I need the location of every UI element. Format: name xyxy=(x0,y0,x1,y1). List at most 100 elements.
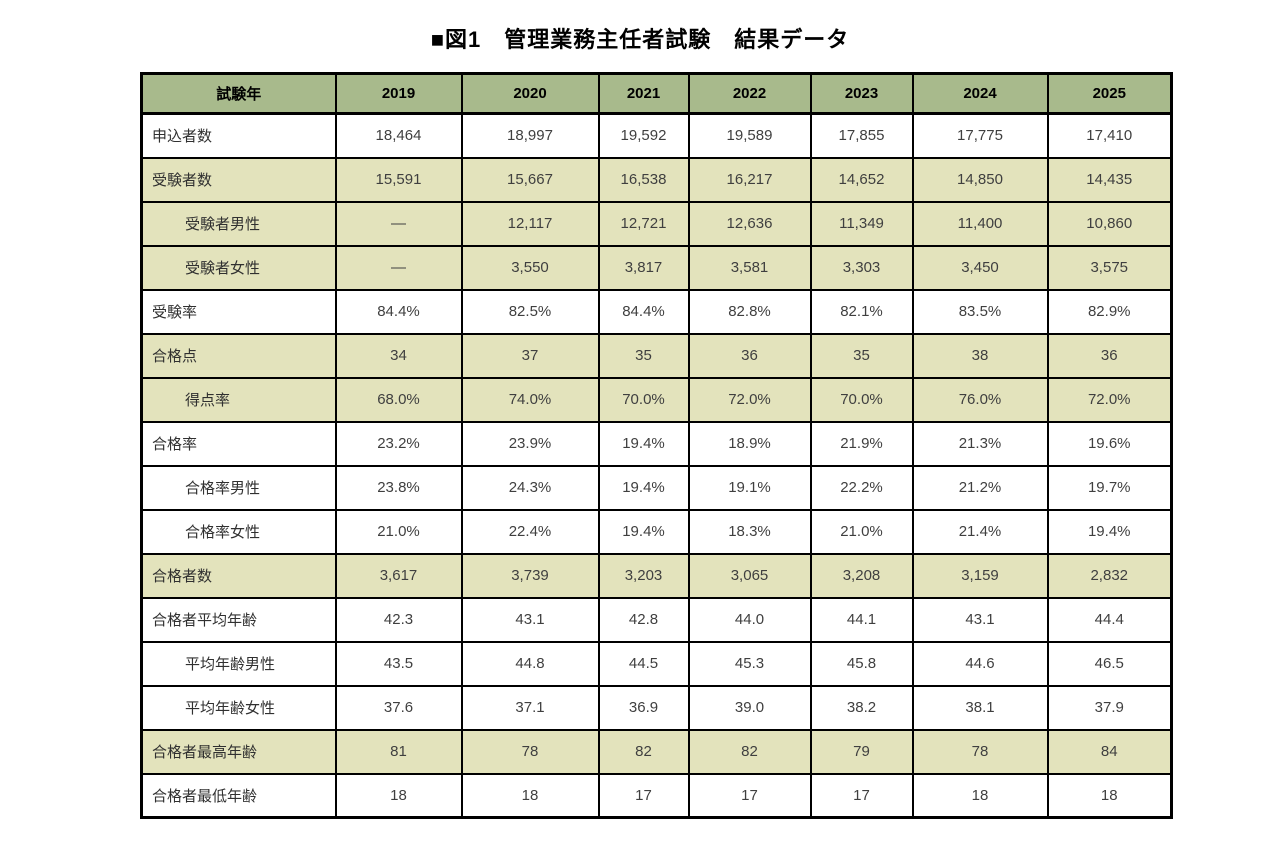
value-cell: 15,667 xyxy=(460,156,600,203)
header-year-2024: 2024 xyxy=(911,72,1049,115)
value-cell: 43.1 xyxy=(911,596,1049,643)
value-cell: 44.6 xyxy=(911,640,1049,687)
value-cell: 3,550 xyxy=(460,244,600,291)
table-header-row: 試験年 2019 2020 2021 2022 2023 2024 2025 xyxy=(140,72,1173,115)
table-row: 合格者数 3,617 3,739 3,203 3,065 3,208 3,159 2,832 xyxy=(140,552,1173,599)
value-cell: 82.8% xyxy=(687,288,812,335)
value-cell: 19,589 xyxy=(687,112,812,159)
value-cell: 15,591 xyxy=(334,156,463,203)
value-cell: 45.3 xyxy=(687,640,812,687)
header-year-2020: 2020 xyxy=(460,72,600,115)
value-cell: 76.0% xyxy=(911,376,1049,423)
value-cell: 81 xyxy=(334,728,463,775)
value-cell: 83.5% xyxy=(911,288,1049,335)
value-cell: 18 xyxy=(334,772,463,819)
value-cell: 22.2% xyxy=(809,464,914,511)
table-row: 平均年齢男性 43.5 44.8 44.5 45.3 45.8 44.6 46.5 xyxy=(140,640,1173,687)
table-body: 申込者数 18,464 18,997 19,592 19,589 17,855 17,775… xyxy=(140,112,1173,819)
value-cell: 43.5 xyxy=(334,640,463,687)
value-cell: 82.9% xyxy=(1046,288,1173,335)
value-cell: 3,208 xyxy=(809,552,914,599)
value-cell: 21.0% xyxy=(334,508,463,555)
value-cell: 84.4% xyxy=(597,288,690,335)
row-label: 得点率 xyxy=(140,376,337,423)
value-cell: 18 xyxy=(1046,772,1173,819)
table-row: 受験者男性 ― 12,117 12,721 12,636 11,349 11,400 10,8… xyxy=(140,200,1173,247)
value-cell: 17 xyxy=(597,772,690,819)
value-cell: 19.4% xyxy=(1046,508,1173,555)
value-cell: 3,159 xyxy=(911,552,1049,599)
table-row: 合格者最低年齢 18 18 17 17 17 18 18 xyxy=(140,772,1173,819)
value-cell: 16,217 xyxy=(687,156,812,203)
value-cell: 35 xyxy=(809,332,914,379)
table-row: 平均年齢女性 37.6 37.1 36.9 39.0 38.2 38.1 37.9 xyxy=(140,684,1173,731)
value-cell: 3,203 xyxy=(597,552,690,599)
value-cell: 12,117 xyxy=(460,200,600,247)
value-cell: 37.9 xyxy=(1046,684,1173,731)
row-label: 合格点 xyxy=(140,332,337,379)
page-title: ■図1 管理業務主任者試験 結果データ xyxy=(430,27,850,52)
value-cell: 3,617 xyxy=(334,552,463,599)
value-cell: 72.0% xyxy=(687,376,812,423)
table-row: 申込者数 18,464 18,997 19,592 19,589 17,855 17,775… xyxy=(140,112,1173,159)
row-label: 合格者数 xyxy=(140,552,337,599)
value-cell: 17 xyxy=(687,772,812,819)
value-cell: 3,065 xyxy=(687,552,812,599)
row-label: 受験率 xyxy=(140,288,337,335)
value-cell: 3,739 xyxy=(460,552,600,599)
value-cell: 21.0% xyxy=(809,508,914,555)
value-cell: 18.3% xyxy=(687,508,812,555)
row-label: 合格者最高年齢 xyxy=(140,728,337,775)
value-cell: 18 xyxy=(460,772,600,819)
value-cell: 21.3% xyxy=(911,420,1049,467)
row-label: 平均年齢男性 xyxy=(140,640,337,687)
value-cell: 82.1% xyxy=(809,288,914,335)
table-header: 試験年 2019 2020 2021 2022 2023 2024 2025 xyxy=(140,72,1173,115)
value-cell: 3,817 xyxy=(597,244,690,291)
value-cell: 70.0% xyxy=(597,376,690,423)
value-cell: 3,575 xyxy=(1046,244,1173,291)
table-row: 受験者女性 ― 3,550 3,817 3,581 3,303 3,450 3,575 xyxy=(140,244,1173,291)
value-cell: 70.0% xyxy=(809,376,914,423)
value-cell: 23.8% xyxy=(334,464,463,511)
value-cell: 3,450 xyxy=(911,244,1049,291)
value-cell: 12,721 xyxy=(597,200,690,247)
value-cell: 79 xyxy=(809,728,914,775)
value-cell: 14,435 xyxy=(1046,156,1173,203)
value-cell: 44.1 xyxy=(809,596,914,643)
value-cell: ― xyxy=(334,244,463,291)
value-cell: 17,410 xyxy=(1046,112,1173,159)
row-label: 合格率 xyxy=(140,420,337,467)
value-cell: 18 xyxy=(911,772,1049,819)
value-cell: 19,592 xyxy=(597,112,690,159)
row-label: 合格者平均年齢 xyxy=(140,596,337,643)
value-cell: 3,303 xyxy=(809,244,914,291)
value-cell: 72.0% xyxy=(1046,376,1173,423)
value-cell: ― xyxy=(334,200,463,247)
value-cell: 36 xyxy=(1046,332,1173,379)
table-row: 合格者平均年齢 42.3 43.1 42.8 44.0 44.1 43.1 44.4 xyxy=(140,596,1173,643)
row-label: 受験者女性 xyxy=(140,244,337,291)
value-cell: 19.4% xyxy=(597,464,690,511)
header-year-2025: 2025 xyxy=(1046,72,1173,115)
row-label: 受験者数 xyxy=(140,156,337,203)
value-cell: 17 xyxy=(809,772,914,819)
value-cell: 38.1 xyxy=(911,684,1049,731)
table-row: 合格点 34 37 35 36 35 38 36 xyxy=(140,332,1173,379)
value-cell: 14,850 xyxy=(911,156,1049,203)
value-cell: 46.5 xyxy=(1046,640,1173,687)
value-cell: 39.0 xyxy=(687,684,812,731)
value-cell: 82.5% xyxy=(460,288,600,335)
value-cell: 19.4% xyxy=(597,508,690,555)
value-cell: 45.8 xyxy=(809,640,914,687)
value-cell: 36.9 xyxy=(597,684,690,731)
value-cell: 19.4% xyxy=(597,420,690,467)
value-cell: 10,860 xyxy=(1046,200,1173,247)
value-cell: 22.4% xyxy=(460,508,600,555)
table-row: 合格者最高年齢 81 78 82 82 79 78 84 xyxy=(140,728,1173,775)
value-cell: 44.0 xyxy=(687,596,812,643)
value-cell: 12,636 xyxy=(687,200,812,247)
value-cell: 38 xyxy=(911,332,1049,379)
value-cell: 78 xyxy=(460,728,600,775)
value-cell: 42.8 xyxy=(597,596,690,643)
